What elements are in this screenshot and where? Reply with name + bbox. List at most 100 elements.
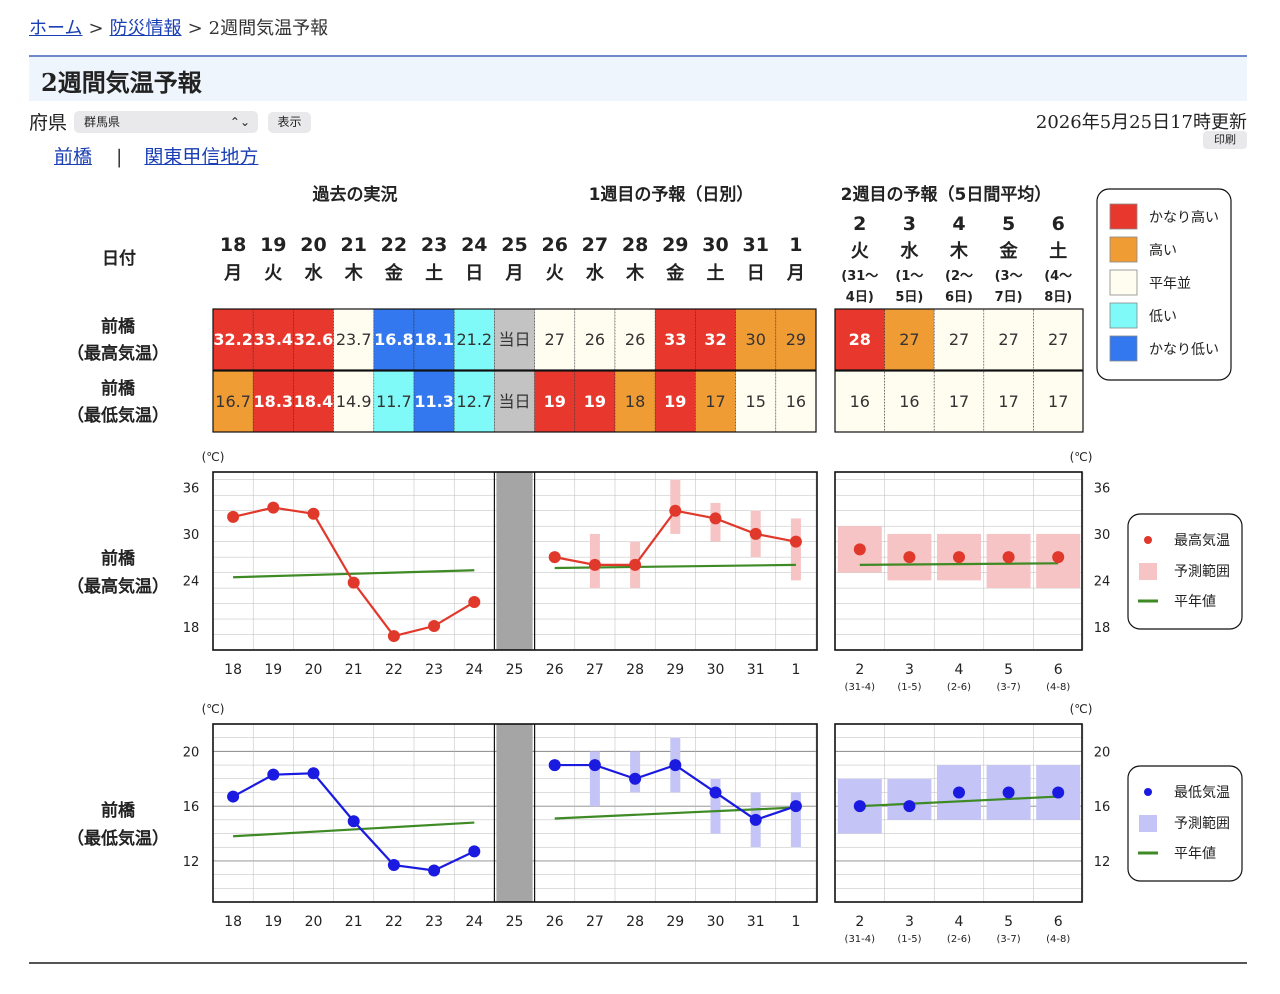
breadcrumb-disaster-link[interactable]: 防災情報: [109, 18, 182, 39]
x-tick-label: 26: [546, 914, 564, 930]
y-tick-label: 12: [1094, 855, 1111, 870]
chart-row-label: （最高気温）: [67, 576, 169, 597]
forecast-point: [629, 558, 642, 571]
y-tick-label: 30: [183, 528, 200, 543]
print-button[interactable]: 印刷: [1203, 131, 1247, 149]
x-tick-label: 19: [264, 914, 282, 930]
prefecture-select[interactable]: 群馬県 ⌃⌄: [74, 111, 258, 133]
x-tick-sublabel: (31-4): [845, 682, 876, 693]
x-tick-label: 5: [1004, 662, 1013, 678]
breadcrumb-separator: >: [187, 18, 203, 39]
table-cell-value: 32.6: [294, 330, 333, 349]
day-number: 27: [582, 234, 608, 256]
week2-range-start: (2〜: [945, 269, 973, 284]
observed-point: [387, 859, 400, 872]
observed-point: [468, 845, 481, 858]
week2-point: [1002, 786, 1015, 799]
plot-frame: [212, 471, 818, 651]
observed-point: [468, 596, 481, 609]
week2-range-start: (31〜: [841, 269, 878, 284]
table-cell-value: 18: [625, 392, 645, 411]
breadcrumb-home-link[interactable]: ホーム: [29, 18, 83, 39]
x-tick-label: 6: [1054, 662, 1063, 678]
prefecture-label: 府県: [29, 112, 68, 134]
observed-point: [227, 790, 240, 803]
table-cell-value: 30: [746, 330, 766, 349]
region-link[interactable]: 関東甲信地方: [144, 146, 259, 168]
table-cell-value: 18.3: [254, 392, 293, 411]
x-tick-label: 23: [425, 914, 443, 930]
table-cell-value: 19: [664, 392, 686, 411]
observed-point: [307, 767, 320, 780]
x-tick-label: 22: [385, 662, 403, 678]
y-tick-label: 16: [1094, 800, 1111, 815]
table-cell-value: 16: [899, 392, 919, 411]
show-button[interactable]: 表示: [268, 112, 311, 133]
table-cell-value: 18.1: [414, 330, 453, 349]
x-tick-sublabel: (1-5): [897, 934, 921, 945]
observed-point: [347, 576, 360, 589]
y-tick-label: 30: [1094, 528, 1111, 543]
table-cell: [293, 370, 334, 433]
week2-range-start: (3〜: [995, 269, 1023, 284]
table-cell: [252, 370, 294, 433]
table-cell-value: 11.3: [414, 392, 453, 411]
forecast-point: [709, 512, 722, 525]
x-tick-label: 1: [791, 662, 800, 678]
week2-point: [1052, 551, 1065, 564]
day-weekday: 水: [586, 262, 605, 284]
day-weekday: 土: [425, 263, 443, 284]
normal-line: [554, 806, 796, 820]
day-number: 18: [220, 234, 246, 256]
y-tick-label: 24: [1094, 574, 1111, 589]
table-cell-value: 16.8: [374, 330, 413, 349]
table-cell-value: 23.7: [336, 330, 372, 349]
legend-label: 低い: [1149, 309, 1177, 325]
week2-range-end: 4日): [846, 290, 874, 305]
x-tick-label: 30: [707, 914, 725, 930]
chart-row-label: （最低気温）: [67, 828, 169, 849]
table-cell: [884, 308, 935, 371]
week2-point: [1002, 551, 1015, 564]
day-number: 20: [300, 234, 326, 256]
plot-frame: [212, 723, 818, 903]
week2-point: [1052, 786, 1065, 799]
table-cell: [695, 308, 736, 371]
x-tick-label: 21: [345, 662, 363, 678]
legend-label: 平年並: [1149, 276, 1191, 292]
x-tick-label: 31: [747, 914, 765, 930]
table-cell-value: 16: [786, 392, 806, 411]
table-cell-value: 32.2: [213, 330, 252, 349]
city-link[interactable]: 前橋: [54, 146, 93, 168]
day-weekday: 月: [786, 263, 805, 284]
table-cell-value: 26: [585, 330, 605, 349]
x-tick-label: 24: [465, 662, 483, 678]
table-cell-value: 27: [899, 330, 919, 349]
x-tick-label: 28: [626, 914, 644, 930]
day-weekday: 木: [625, 262, 645, 284]
legend-swatch: [1109, 269, 1138, 296]
day-weekday: 金: [384, 262, 404, 284]
chart-unit-left: (℃): [202, 450, 225, 464]
today-band: [496, 472, 533, 650]
day-weekday: 金: [665, 262, 685, 284]
table-cell-value: 27: [998, 330, 1018, 349]
table-cell-value: 19: [584, 392, 606, 411]
day-number: 24: [461, 234, 487, 256]
legend-label: 高い: [1149, 242, 1177, 259]
x-tick-label: 22: [385, 914, 403, 930]
table-cell-value: 17: [949, 392, 969, 411]
divider: [29, 962, 1247, 964]
week2-range-start: (4〜: [1044, 269, 1072, 284]
table-cell-value: 27: [949, 330, 969, 349]
section-header-week1: 1週目の予報（日別）: [589, 184, 754, 205]
table-cell-value: 18.4: [294, 392, 333, 411]
x-tick-label: 23: [425, 662, 443, 678]
table-cell: [1033, 370, 1084, 433]
chart-row-label: 前橋: [101, 548, 136, 569]
y-tick-label: 12: [183, 855, 200, 870]
x-tick-label: 2: [855, 662, 864, 678]
legend-label: 予測範囲: [1174, 815, 1230, 832]
breadcrumb-separator: >: [88, 18, 104, 39]
legend-swatch: [1109, 203, 1138, 230]
